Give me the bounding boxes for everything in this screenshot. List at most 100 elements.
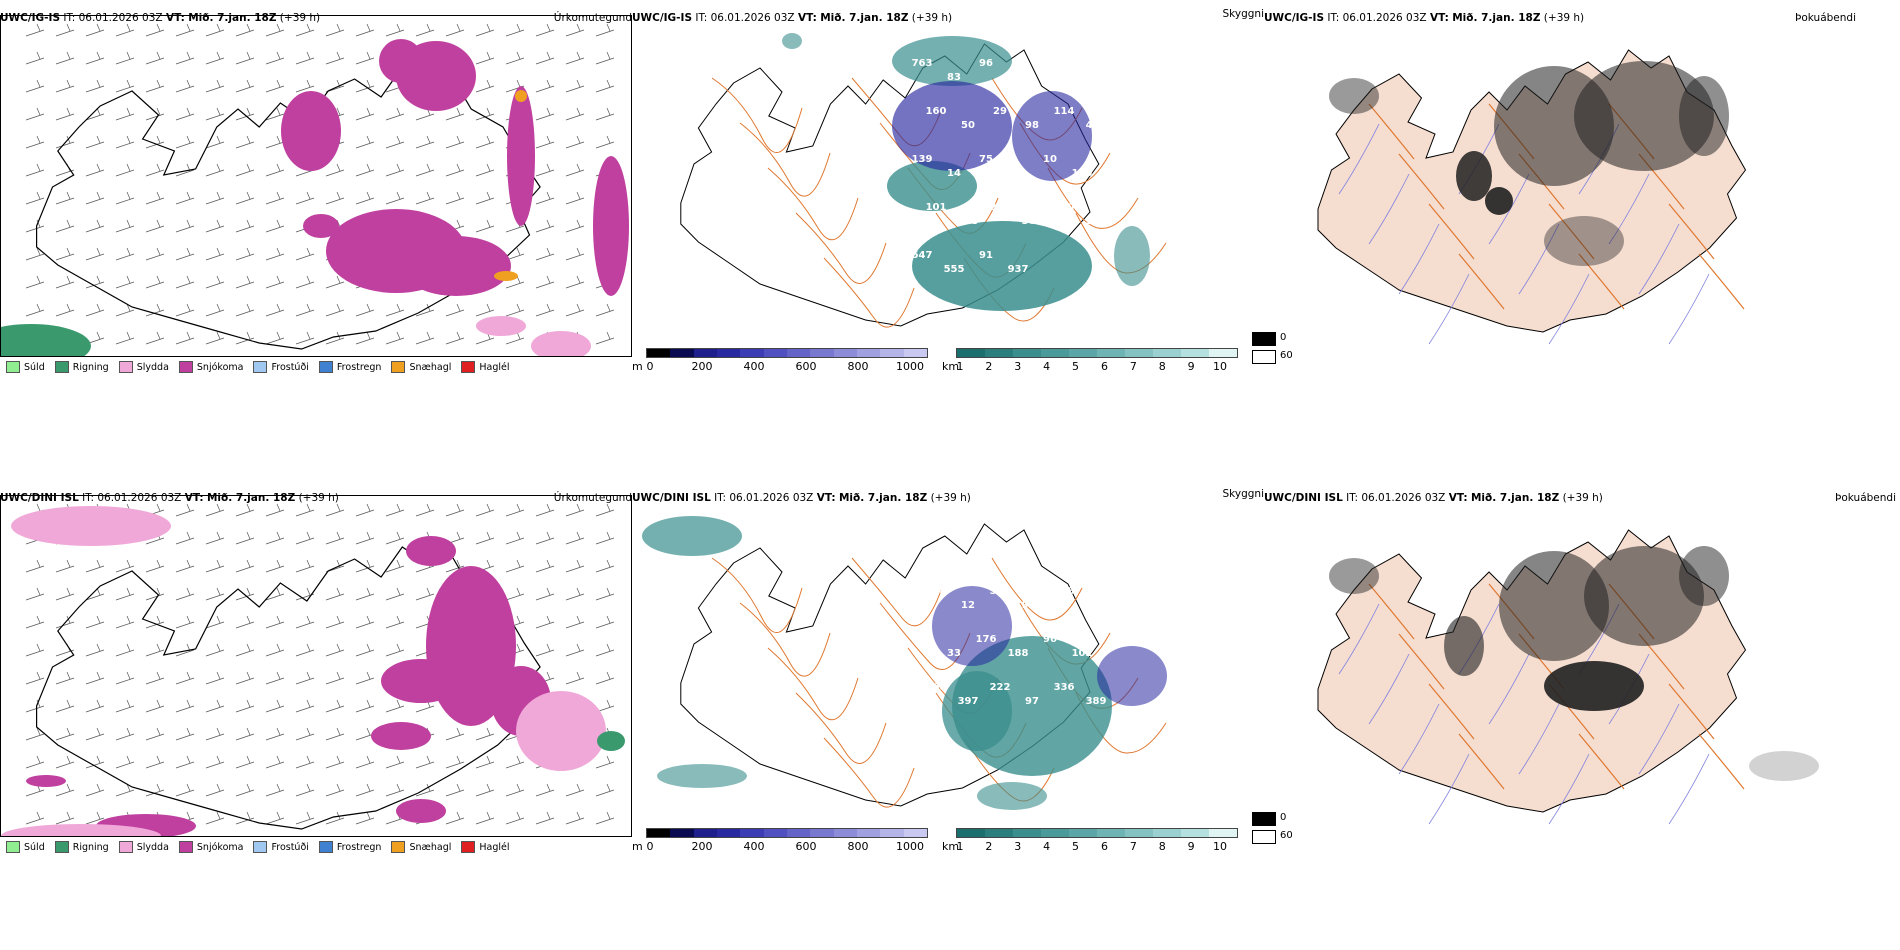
colorbar-tick: 1 [956, 840, 964, 853]
wind-barb-icon [235, 219, 255, 233]
wind-barb-icon [565, 107, 585, 121]
wind-barb-icon [265, 247, 285, 261]
wind-barb-icon [355, 783, 375, 797]
wind-barb-icon [355, 135, 375, 149]
wind-barb-icon [115, 331, 135, 345]
snow-area [26, 775, 66, 787]
visibility-value-label: 31 [1043, 58, 1057, 69]
low-ceiling-area [932, 586, 1012, 666]
wind-barb-icon [85, 671, 105, 685]
wind-barb-icon [205, 587, 225, 601]
wind-barb-icon [385, 107, 405, 121]
wind-barb-icon [145, 275, 165, 289]
precip-legend-item: Frostregn [318, 361, 382, 373]
wind-barb-icon [445, 163, 465, 177]
low-ceiling-area [1012, 91, 1092, 181]
road-line [1458, 733, 1505, 790]
wind-barb-icon [25, 303, 45, 317]
colorbar-segment [1153, 349, 1181, 357]
colorbar-segment [1097, 829, 1125, 837]
wind-barb-icon [475, 219, 495, 233]
visibility-value-label: 635 [1040, 538, 1061, 549]
precip-header-bottom: UWC/DINI ISL IT: 06.01.2026 03Z VT: Mið.… [0, 490, 339, 506]
road-line [767, 167, 859, 241]
wind-barb-icon [235, 503, 255, 517]
visibility-value-label: 286 [1072, 72, 1093, 83]
wind-barb-icon [175, 531, 195, 545]
wind-barb-icon [115, 559, 135, 573]
valid-time: Mið. 7.jan. 18Z [838, 492, 928, 504]
wind-barb-icon [535, 135, 555, 149]
fog-index-area [1544, 216, 1624, 266]
low-ceiling-area [1097, 646, 1167, 706]
colorbar-segment [670, 829, 694, 837]
wind-barb-icon [295, 559, 315, 573]
wind-barb-icon [325, 531, 345, 545]
valid-time: Mið. 7.jan. 18Z [820, 12, 909, 24]
wind-barb-icon [385, 331, 405, 345]
legend-label: Frostregn [336, 361, 382, 373]
wind-barb-icon [535, 219, 555, 233]
vis-header-bottom: UWC/DINI ISL IT: 06.01.2026 03Z VT: Mið.… [632, 490, 971, 506]
river-line [1668, 273, 1710, 345]
colorbar-tick: 3 [1014, 360, 1022, 373]
wind-barb-icon [355, 163, 375, 177]
wind-barb-icon [85, 755, 105, 769]
colorbar-segment [716, 349, 741, 357]
colorbar-tick: 1 [956, 360, 964, 373]
visibility-value-label: 517 [742, 538, 763, 549]
wind-barb-icon [295, 615, 315, 629]
wind-barb-icon [535, 23, 555, 37]
low-visibility-area [642, 516, 742, 556]
wind-barb-icon [85, 643, 105, 657]
visibility-value-label: 50 [961, 120, 975, 131]
road-line [795, 212, 887, 284]
colorbar-tick: 800 [847, 840, 869, 853]
river-line [1398, 703, 1440, 775]
wind-barb-icon [145, 191, 165, 205]
fog-index-area [1485, 187, 1513, 215]
colorbar-tick: 4 [1043, 840, 1051, 853]
road-line [739, 122, 831, 197]
legend-swatch [178, 361, 193, 373]
wind-barb-icon [355, 51, 375, 65]
wind-barb-icon [25, 275, 45, 289]
wind-barb-icon [505, 783, 525, 797]
wind-barb-icon [175, 331, 195, 345]
river-line [1428, 753, 1470, 825]
wind-barb-icon [55, 727, 75, 741]
wind-barb-icon [115, 783, 135, 797]
river-line [1488, 173, 1530, 245]
colorbar-segment [693, 829, 717, 837]
road-line [1458, 253, 1505, 310]
wind-barb-icon [415, 503, 435, 517]
colorbar-segment [903, 829, 927, 837]
wind-barb-icon [175, 107, 195, 121]
wind-barb-icon [355, 811, 375, 825]
wind-barb-icon [565, 783, 585, 797]
wind-barb-icon [295, 755, 315, 769]
wind-barb-icon [535, 275, 555, 289]
legend-label: Rigning [72, 841, 109, 853]
wind-barb-icon [355, 79, 375, 93]
model-name: UWC/IG-IS [1264, 12, 1325, 24]
visibility-value-label: 96 [809, 538, 823, 549]
visibility-value-label: 389 [1086, 696, 1107, 707]
fog-header-bottom: UWC/DINI ISL IT: 06.01.2026 03Z VT: Mið.… [1264, 490, 1603, 506]
wind-barb-icon [505, 51, 525, 65]
colorbar-tick: 1000 [896, 840, 924, 853]
wind-barb-icon [355, 23, 375, 37]
wind-barb-icon [385, 191, 405, 205]
low-visibility-area [942, 671, 1012, 751]
wind-barb-icon [175, 303, 195, 317]
wind-barb-icon [265, 275, 285, 289]
precip-legend-item: Súld [6, 841, 45, 853]
wind-barb-icon [115, 615, 135, 629]
legend-label: Haglél [479, 361, 510, 373]
visibility-value-label: 75 [979, 154, 993, 165]
visibility-value-label: 421 [1086, 120, 1107, 131]
wind-barb-icon [145, 783, 165, 797]
wind-barb-icon [235, 303, 255, 317]
road-line [1368, 103, 1415, 160]
wind-barb-icon [25, 727, 45, 741]
